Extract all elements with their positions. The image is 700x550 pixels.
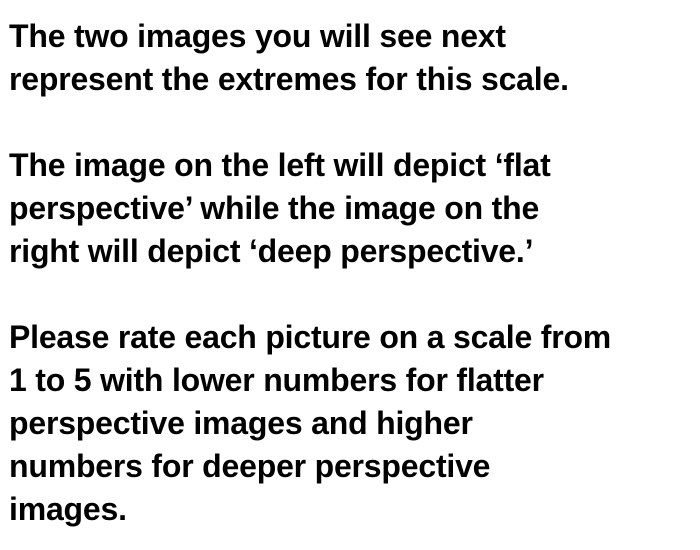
text-line: perspective’ while the image on the xyxy=(9,190,540,226)
text-line: The two images you will see next xyxy=(9,18,506,54)
text-line: perspective images and higher xyxy=(9,405,473,441)
text-line: right will depict ‘deep perspective.’ xyxy=(9,233,534,269)
text-line: images. xyxy=(9,491,127,527)
text-line: Please rate each picture on a scale from xyxy=(9,319,612,355)
text-line: numbers for deeper perspective xyxy=(9,448,491,484)
text-line: 1 to 5 with lower numbers for flatter xyxy=(9,362,544,398)
text-line: The image on the left will depict ‘flat xyxy=(9,147,551,183)
text-line: represent the extremes for this scale. xyxy=(9,61,569,97)
